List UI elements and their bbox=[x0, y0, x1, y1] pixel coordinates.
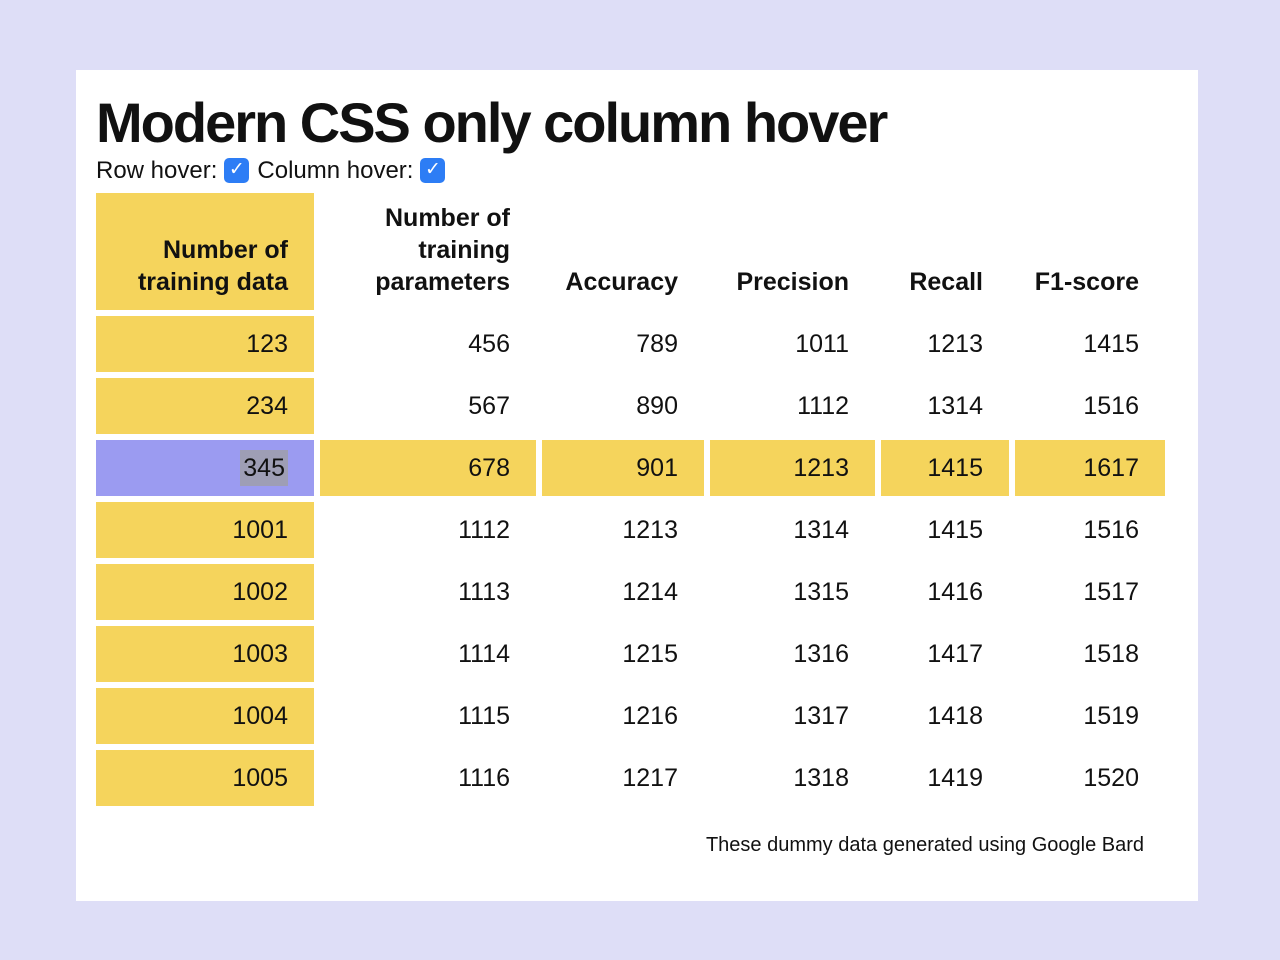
data-cell[interactable]: 1115 bbox=[458, 701, 510, 730]
content-card: Modern CSS only column hover Row hover: … bbox=[76, 70, 1198, 901]
data-cell[interactable]: 1214 bbox=[622, 577, 678, 606]
data-cell[interactable]: 1316 bbox=[793, 639, 849, 668]
data-cell[interactable]: 678 bbox=[320, 440, 536, 497]
data-cell[interactable]: 1213 bbox=[622, 515, 678, 544]
data-cell[interactable]: 1415 bbox=[1083, 329, 1139, 358]
table-row[interactable]: 1002 1113 1214 1315 1416 1517 bbox=[96, 564, 1165, 621]
table-row[interactable]: 345 678 901 1213 1415 1617 bbox=[96, 440, 1165, 497]
data-cell[interactable]: 1116 bbox=[458, 763, 510, 792]
table-row[interactable]: 1003 1114 1215 1316 1417 1518 bbox=[96, 626, 1165, 683]
row-header-cell[interactable]: 123 bbox=[96, 316, 314, 373]
data-cell[interactable]: 1518 bbox=[1083, 639, 1139, 668]
data-cell[interactable]: 1314 bbox=[793, 515, 849, 544]
data-cell[interactable]: 901 bbox=[542, 440, 704, 497]
row-header-cell[interactable]: 1003 bbox=[96, 626, 314, 683]
data-cell[interactable]: 1011 bbox=[795, 329, 849, 358]
data-cell[interactable]: 1213 bbox=[710, 440, 875, 497]
column-header-recall: Recall bbox=[909, 268, 983, 297]
table-row[interactable]: 234 567 890 1112 1314 1516 bbox=[96, 378, 1165, 435]
row-header-cell[interactable]: 1005 bbox=[96, 750, 314, 807]
data-cell[interactable]: 1113 bbox=[458, 577, 510, 606]
data-cell[interactable]: 1415 bbox=[927, 515, 983, 544]
data-cell[interactable]: 1516 bbox=[1083, 515, 1139, 544]
table-row[interactable]: 1004 1115 1216 1317 1418 1519 bbox=[96, 688, 1165, 745]
data-cell[interactable]: 789 bbox=[636, 329, 678, 358]
data-cell[interactable]: 1112 bbox=[458, 515, 510, 544]
data-cell[interactable]: 1516 bbox=[1083, 391, 1139, 420]
column-header-accuracy: Accuracy bbox=[565, 268, 678, 297]
data-cell[interactable]: 1617 bbox=[1015, 440, 1165, 497]
data-cell[interactable]: 1517 bbox=[1083, 577, 1139, 606]
table-row[interactable]: 123 456 789 1011 1213 1415 bbox=[96, 316, 1165, 373]
footer-note: These dummy data generated using Google … bbox=[705, 834, 1144, 857]
data-cell[interactable]: 1318 bbox=[793, 763, 849, 792]
data-cell[interactable]: 1213 bbox=[927, 329, 983, 358]
hover-controls: Row hover: ✓ Column hover: ✓ bbox=[96, 156, 1178, 184]
page-title: Modern CSS only column hover bbox=[96, 91, 888, 154]
data-cell[interactable]: 1314 bbox=[927, 391, 983, 420]
table-header: Number of training data Number of traini… bbox=[96, 193, 1165, 311]
row-header-cell[interactable]: 1004 bbox=[96, 688, 314, 745]
header-row: Number of training data Number of traini… bbox=[96, 193, 1165, 311]
data-cell[interactable]: 1415 bbox=[881, 440, 1009, 497]
table-row[interactable]: 1001 1112 1213 1314 1415 1516 bbox=[96, 502, 1165, 559]
row-hover-checkbox[interactable]: ✓ bbox=[224, 158, 250, 184]
column-hover-label: Column hover: bbox=[257, 156, 414, 184]
data-cell[interactable]: 1112 bbox=[797, 391, 849, 420]
data-cell[interactable]: 1216 bbox=[622, 701, 678, 730]
data-cell[interactable]: 1520 bbox=[1083, 763, 1139, 792]
data-cell[interactable]: 567 bbox=[468, 391, 510, 420]
column-header-f1-score: F1-score bbox=[1034, 268, 1139, 297]
column-header-training-data: Number of training data bbox=[96, 193, 314, 311]
data-cell[interactable]: 1317 bbox=[793, 701, 849, 730]
checkmark-icon: ✓ bbox=[425, 158, 441, 181]
metrics-table: Number of training data Number of traini… bbox=[90, 187, 1171, 812]
card-inner: Modern CSS only column hover Row hover: … bbox=[76, 70, 1198, 857]
row-header-cell[interactable]: 1001 bbox=[96, 502, 314, 559]
column-header-training-parameters: Number of training parameters bbox=[375, 204, 510, 297]
row-header-cell[interactable]: 1002 bbox=[96, 564, 314, 621]
data-cell[interactable]: 1217 bbox=[622, 763, 678, 792]
data-cell[interactable]: 1114 bbox=[458, 639, 510, 668]
table-body: 123 456 789 1011 1213 1415 234 567 890 1112 1314 15… bbox=[96, 316, 1165, 807]
table-row[interactable]: 1005 1116 1217 1318 1419 1520 bbox=[96, 750, 1165, 807]
column-header-precision: Precision bbox=[736, 268, 849, 297]
data-cell[interactable]: 1416 bbox=[927, 577, 983, 606]
row-hover-label: Row hover: bbox=[96, 156, 218, 184]
checkmark-icon: ✓ bbox=[228, 158, 245, 181]
data-cell[interactable]: 1419 bbox=[927, 763, 983, 792]
row-header-cell[interactable]: 345 bbox=[96, 440, 314, 497]
data-cell[interactable]: 1315 bbox=[793, 577, 849, 606]
row-header-cell[interactable]: 234 bbox=[96, 378, 314, 435]
data-cell[interactable]: 1418 bbox=[927, 701, 983, 730]
selected-text: 345 bbox=[240, 449, 288, 486]
data-cell[interactable]: 890 bbox=[636, 391, 678, 420]
data-cell[interactable]: 456 bbox=[468, 329, 510, 358]
data-cell[interactable]: 1417 bbox=[927, 639, 983, 668]
data-cell[interactable]: 1519 bbox=[1083, 701, 1139, 730]
column-hover-checkbox[interactable]: ✓ bbox=[420, 158, 446, 184]
data-cell[interactable]: 1215 bbox=[622, 639, 678, 668]
